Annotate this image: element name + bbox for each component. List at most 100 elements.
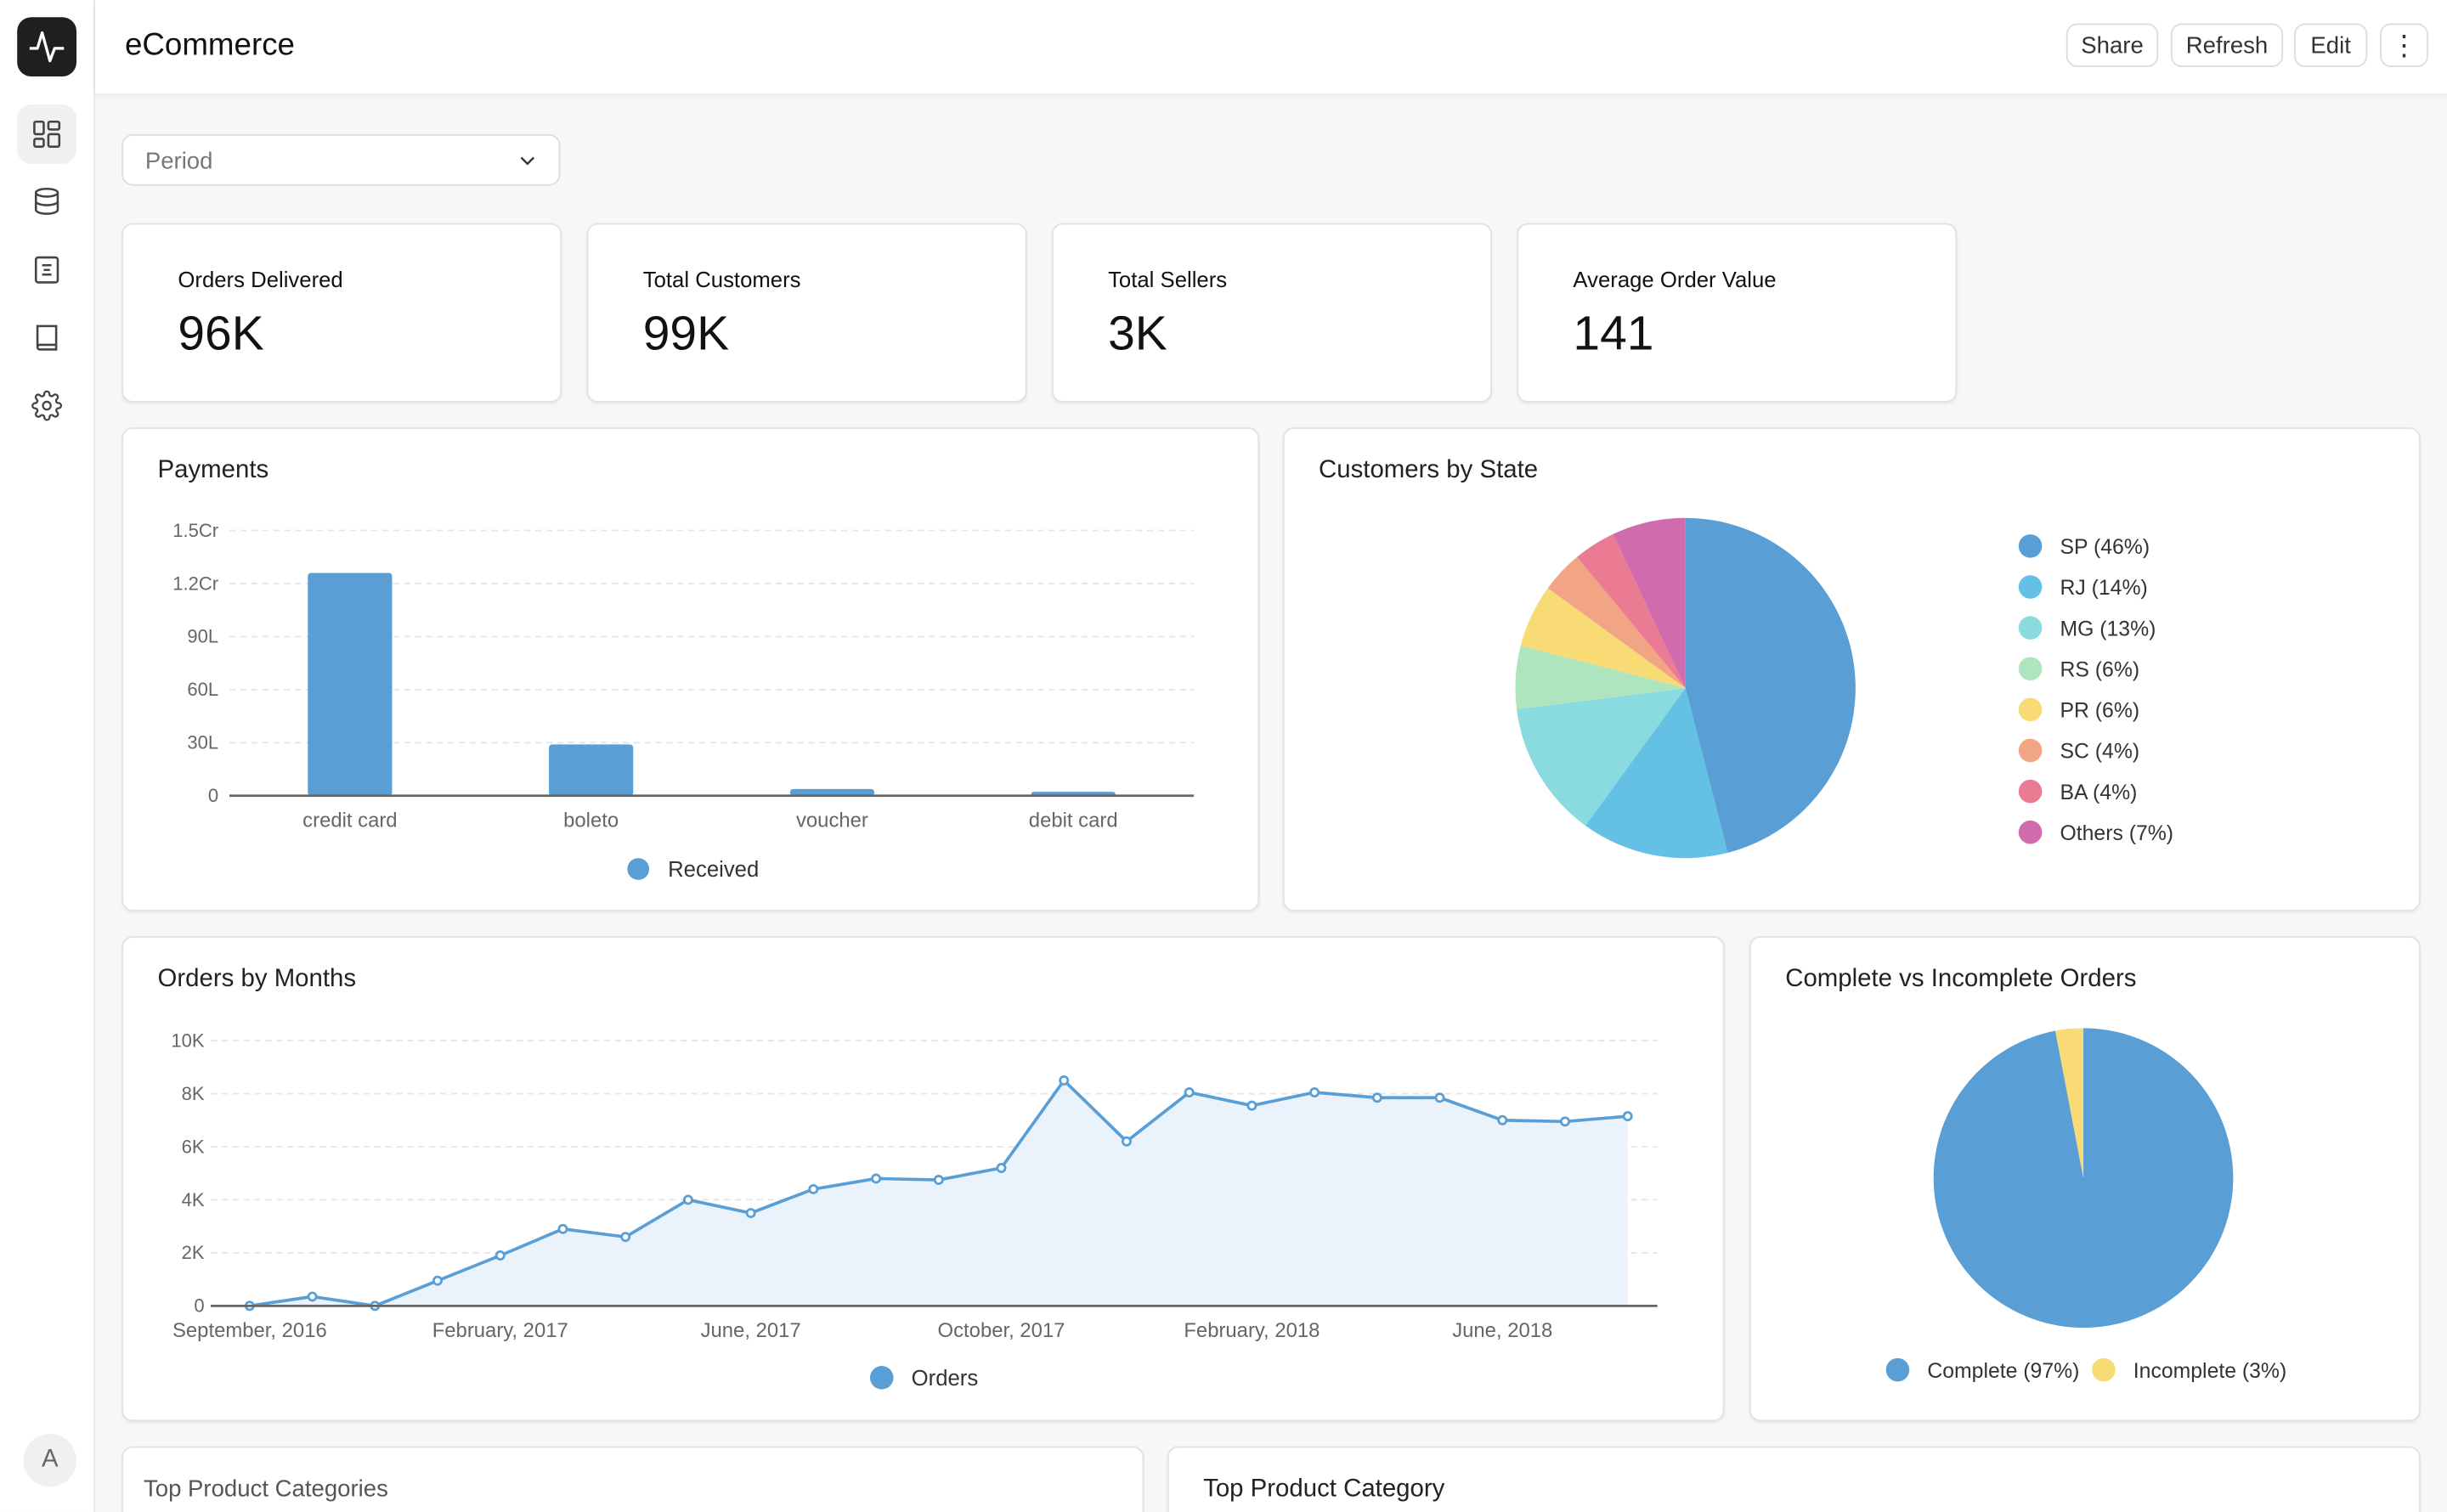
card-title: Customers by State (1319, 457, 1539, 484)
data-point (1246, 1100, 1257, 1111)
legend-label: Complete (97%) (1927, 1360, 2079, 1383)
pie-slice-mg (1517, 687, 1686, 826)
sidebar: A (0, 0, 96, 1512)
data-point (494, 1250, 506, 1261)
kpi-value: 99K (642, 305, 730, 361)
x-tick-label: credit card (302, 809, 397, 832)
y-tick-label: 2K (182, 1242, 205, 1263)
complete-vs-incomplete-card: Complete vs Incomplete Orders (1749, 936, 2421, 1422)
data-point (808, 1183, 819, 1194)
sidebar-item-data[interactable] (17, 172, 76, 231)
legend-label: BA (4%) (2060, 781, 2137, 804)
y-tick-label: 0 (194, 1295, 204, 1317)
data-point (1309, 1087, 1320, 1097)
document-icon (34, 256, 59, 284)
kpi-card-total-sellers: Total Sellers 3K (1051, 223, 1492, 403)
y-tick-label: 6K (182, 1136, 205, 1157)
kpi-card-orders-delivered: Orders Delivered 96K (122, 223, 562, 403)
page-title: eCommerce (124, 28, 295, 63)
legend-label: PR (6%) (2060, 700, 2139, 723)
legend-label: SC (4%) (2060, 741, 2139, 764)
period-placeholder: Period (144, 148, 213, 175)
chevron-down-icon (520, 156, 535, 166)
legend-swatch (2018, 657, 2043, 680)
legend-label: RS (6%) (2060, 658, 2139, 681)
kpi-label: Orders Delivered (178, 267, 343, 292)
y-tick-label: 8K (182, 1083, 205, 1104)
legend-swatch (869, 1366, 894, 1390)
legend-label: SP (46%) (2060, 536, 2150, 559)
logo-pulse-icon[interactable] (17, 17, 76, 76)
x-tick-label: October, 2017 (938, 1319, 1065, 1342)
more-options-button[interactable]: ⋮ (2380, 23, 2428, 67)
refresh-button[interactable]: Refresh (2170, 23, 2284, 67)
sidebar-item-settings[interactable] (17, 376, 76, 436)
user-avatar[interactable]: A (23, 1433, 76, 1487)
x-tick-label: February, 2017 (432, 1319, 568, 1342)
kpi-value: 96K (178, 305, 264, 361)
kpi-card-average-order-value: Average Order Value 141 (1517, 223, 1958, 403)
pie-slice-pr (1520, 588, 1686, 688)
card-title: Complete vs Incomplete Orders (1785, 965, 2137, 993)
data-point (1371, 1092, 1382, 1103)
data-point (620, 1232, 631, 1243)
book-icon (36, 324, 58, 351)
kpi-label: Total Customers (642, 267, 801, 292)
legend-label: Others (7%) (2060, 822, 2173, 845)
period-select[interactable]: Period (122, 133, 561, 186)
legend-label: MG (13%) (2060, 618, 2156, 640)
legend-swatch (627, 858, 650, 880)
legend-swatch (2018, 738, 2043, 763)
y-tick-label: 4K (182, 1189, 205, 1210)
data-point (1497, 1114, 1508, 1126)
legend-swatch (2018, 575, 2043, 599)
x-tick-label: June, 2018 (1452, 1319, 1552, 1342)
legend-swatch (1885, 1357, 1910, 1382)
top-product-category-card: Top Product Category (1167, 1446, 2421, 1512)
kpi-value: 3K (1108, 305, 1167, 361)
data-point (1434, 1092, 1445, 1103)
x-tick-label: debit card (1029, 809, 1118, 832)
pie-slice-sp (1685, 517, 1856, 853)
y-tick-label: 1.2Cr (172, 573, 218, 594)
pie-slice-sc (1547, 556, 1686, 688)
x-tick-label: voucher (796, 809, 868, 832)
share-button[interactable]: Share (2066, 23, 2159, 67)
y-tick-label: 0 (208, 785, 218, 806)
y-tick-label: 60L (187, 679, 218, 700)
data-point (1184, 1087, 1195, 1097)
dashboard-grid-icon (33, 120, 61, 148)
header: eCommerce Share Refresh Edit ⋮ (95, 0, 2447, 94)
edit-button[interactable]: Edit (2293, 23, 2368, 67)
data-point (871, 1173, 882, 1184)
data-point (1560, 1116, 1570, 1127)
data-point (432, 1275, 444, 1286)
data-point (745, 1208, 756, 1219)
sidebar-item-notebooks[interactable] (17, 240, 76, 300)
card-title: Top Product Categories (143, 1475, 388, 1503)
data-point (1622, 1111, 1633, 1122)
pie-slice-others (1613, 517, 1686, 688)
legend-swatch (2018, 534, 2043, 558)
data-point (307, 1291, 318, 1302)
database-icon (34, 187, 59, 215)
legend-label: RJ (14%) (2060, 577, 2147, 600)
sidebar-item-dashboards[interactable] (17, 104, 76, 164)
data-point (682, 1194, 693, 1205)
legend-label: Incomplete (3%) (2133, 1360, 2286, 1383)
bar-boleto (549, 744, 634, 796)
pie-slice-incomplete (2054, 1028, 2084, 1178)
data-point (1121, 1136, 1132, 1147)
pie-slice-ba (1577, 533, 1686, 688)
y-tick-label: 1.5Cr (172, 520, 218, 541)
area-fill (249, 1080, 1628, 1306)
legend-swatch (2092, 1357, 2116, 1382)
data-point (1059, 1075, 1070, 1086)
legend-swatch (2018, 697, 2043, 722)
pie-slice-rj (1585, 687, 1728, 859)
kpi-label: Average Order Value (1573, 267, 1777, 292)
kpi-label: Total Sellers (1108, 267, 1228, 292)
sidebar-item-docs[interactable] (17, 307, 76, 367)
kpi-card-total-customers: Total Customers 99K (586, 223, 1027, 403)
